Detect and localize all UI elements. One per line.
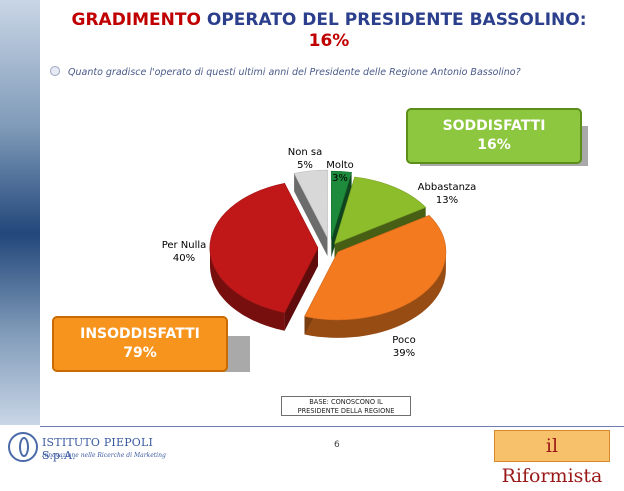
piepoli-logo: ISTITUTO PIEPOLI S.p.A. Innovazione nell… <box>6 430 166 466</box>
pie-label-poco: Poco <box>392 335 415 346</box>
pie-value-molto: 3% <box>332 173 348 184</box>
insoddisfatti-value: 79% <box>54 344 226 363</box>
soddisfatti-value: 16% <box>408 136 580 155</box>
pie-label-abbastanza: Abbastanza <box>418 182 477 193</box>
insoddisfatti-label: INSODDISFATTI <box>54 325 226 344</box>
pie-value-per-nulla: 40% <box>173 253 195 264</box>
piepoli-logo-tagline: Innovazione nelle Ricerche di Marketing <box>42 452 166 459</box>
pie-label-molto: Molto <box>326 160 354 171</box>
insoddisfatti-box: INSODDISFATTI 79% <box>52 316 228 372</box>
pie-value-abbastanza: 13% <box>436 195 458 206</box>
soddisfatti-box: SODDISFATTI 16% <box>406 108 582 164</box>
pie-label-non-sa: Non sa <box>288 147 322 158</box>
page-number: 6 <box>334 440 340 450</box>
base-line-1: BASE: CONOSCONO IL <box>282 398 410 407</box>
pie-value-non-sa: 5% <box>297 160 313 171</box>
footer-divider <box>40 426 624 427</box>
pie-top-layer <box>210 170 446 320</box>
soddisfatti-label: SODDISFATTI <box>408 117 580 136</box>
pie-label-per-nulla: Per Nulla <box>162 240 207 251</box>
piepoli-logo-icon <box>8 432 38 462</box>
base-line-2: PRESIDENTE DELLA REGIONE <box>282 407 410 416</box>
base-note: BASE: CONOSCONO IL PRESIDENTE DELLA REGI… <box>281 396 411 416</box>
riformista-logo: il Riformista <box>494 430 610 462</box>
pie-value-poco: 39% <box>393 348 415 359</box>
